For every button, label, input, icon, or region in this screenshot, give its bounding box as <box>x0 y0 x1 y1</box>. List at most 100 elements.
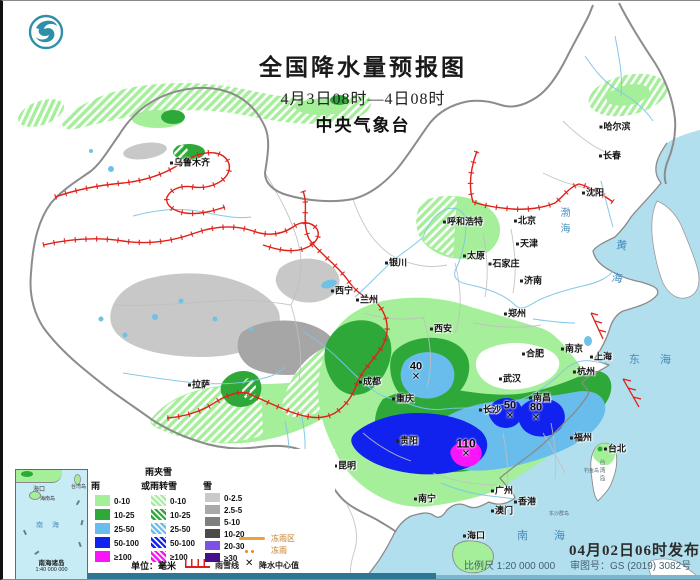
island-label-taiwan: 台湾岛 <box>598 459 604 483</box>
city-label: 天津 <box>516 239 538 249</box>
legend-header-sleet-2: 或雨转雪 <box>141 481 178 491</box>
precip-center-marker: 80 ✕ <box>529 401 543 424</box>
legend-range: 5-10 <box>224 518 241 527</box>
legend-swatch <box>205 553 220 562</box>
legend-swatch <box>205 505 220 514</box>
legend-swatch <box>151 509 166 520</box>
sea-label-south-china-sea: 南海 <box>517 530 591 542</box>
legend-header-rain: 雨 <box>91 481 101 491</box>
legend-swatch <box>205 529 220 538</box>
map-valid-period: 4月3日08时—4日08时 <box>280 91 446 108</box>
publish-time: 04月02日06时发布 <box>569 543 700 559</box>
x-marker-icon: ✕ <box>411 371 421 383</box>
inset-caption: 南海诸岛 <box>38 560 65 567</box>
bottom-frame-strip <box>86 573 700 579</box>
city-label: 福州 <box>570 433 592 443</box>
legend-swatch <box>151 523 166 534</box>
city-label: 昆明 <box>334 461 356 471</box>
city-label: 拉萨 <box>188 380 210 390</box>
x-marker-icon: ✕ <box>505 410 515 422</box>
rain-snow-line-icon <box>185 559 210 568</box>
legend-range: 10-20 <box>224 530 245 539</box>
national-boundary <box>29 2 677 533</box>
inset-scale: 1:40 000 000 <box>35 567 68 573</box>
cma-logo-icon <box>28 14 64 50</box>
precip-center-marker: 40 ✕ <box>409 360 423 383</box>
legend-freezing-zone-label: 冻雨区 <box>271 534 295 543</box>
city-label: 太原 <box>463 251 485 261</box>
legend-swatch <box>205 541 220 550</box>
legend-freezing-rain-label: 冻雨 <box>271 546 287 555</box>
city-label: 西安 <box>430 324 452 334</box>
legend-range: ≥100 <box>114 553 132 562</box>
legend-range: 25-50 <box>170 525 191 534</box>
legend-range: 20-30 <box>224 542 245 551</box>
inset-taiwan <box>74 474 81 485</box>
shear-line-icon <box>590 312 642 408</box>
legend-range: 0-10 <box>170 497 187 506</box>
legend-swatch <box>205 493 220 502</box>
city-label: 上海 <box>590 352 612 362</box>
legend-range: ≥30 <box>224 554 238 563</box>
city-label: 澳门 <box>491 506 513 516</box>
sea-label-east-china-sea: 东海 <box>629 354 691 366</box>
city-label: 长沙 <box>479 405 501 415</box>
legend-range: 50-100 <box>114 539 139 548</box>
city-label: 重庆 <box>392 394 414 404</box>
map-approval-number: 审图号：GS (2019) 3082号 <box>570 561 692 572</box>
map-scale: 比例尺 1:20 000 000 <box>464 561 556 572</box>
legend-range: 0-2.5 <box>224 494 243 503</box>
legend-swatch <box>95 509 110 520</box>
island-label-diaoyu: 钓鱼岛 <box>584 468 600 474</box>
inset-rain-patch <box>21 471 33 477</box>
city-label: 武汉 <box>499 374 521 384</box>
inset-hainan-label: 海南岛 <box>40 496 56 502</box>
legend-swatch <box>151 495 166 506</box>
sea-label-bohai: 渤海 <box>558 207 569 239</box>
x-marker-icon: ✕ <box>461 448 471 460</box>
legend-swatch <box>95 551 110 562</box>
city-label: 合肥 <box>522 349 544 359</box>
freezing-rain-dots-icon <box>245 546 257 553</box>
legend-swatch <box>205 517 220 526</box>
legend-header-sleet-1: 雨夹雪 <box>145 467 173 477</box>
legend-swatch <box>151 537 166 548</box>
city-label: 广州 <box>491 486 513 496</box>
legend-range: 10-25 <box>114 511 135 520</box>
legend-range: 0-10 <box>114 497 131 506</box>
city-label: 乌鲁木齐 <box>170 158 210 168</box>
city-label: 北京 <box>514 216 536 226</box>
rain-snow-line <box>42 149 642 421</box>
city-label: 沈阳 <box>582 188 604 198</box>
city-label: 贵阳 <box>396 436 418 446</box>
legend-range: ≥100 <box>170 553 188 562</box>
precip-center-x-icon: ✕ <box>245 558 254 569</box>
city-label: 济南 <box>520 276 542 286</box>
city-label: 长春 <box>599 151 621 161</box>
city-label: 南京 <box>561 344 583 354</box>
coastline <box>362 142 668 579</box>
city-label: 成都 <box>359 377 381 387</box>
legend-header-snow: 雪 <box>203 481 213 491</box>
map-title: 全国降水量预报图 <box>259 54 467 80</box>
inset-sea-label: 南海 <box>36 522 68 529</box>
city-label: 南昌 <box>529 393 551 403</box>
legend-unit: 单位：毫米 <box>131 561 177 571</box>
city-label: 台北 <box>604 444 626 454</box>
islands <box>452 200 700 579</box>
island-label-dongsha: 东沙群岛 <box>549 511 570 517</box>
legend-range: 2.5-5 <box>224 506 243 515</box>
map-agency: 中央气象台 <box>315 116 411 135</box>
legend-swatch <box>95 495 110 506</box>
inset-hainan <box>29 491 41 500</box>
city-label: 杭州 <box>573 367 595 377</box>
city-label: 南宁 <box>414 494 436 504</box>
city-label: 呼和浩特 <box>443 217 483 227</box>
legend-swatch <box>151 551 166 562</box>
south-china-sea-inset-map: 台湾岛 海口 海南岛 南海 南海诸岛 1:40 000 000 <box>15 469 88 579</box>
inset-taiwan-label: 台湾岛 <box>70 484 86 490</box>
city-label: 兰州 <box>356 295 378 305</box>
legend-swatch <box>95 537 110 548</box>
city-label: 郑州 <box>504 309 526 319</box>
